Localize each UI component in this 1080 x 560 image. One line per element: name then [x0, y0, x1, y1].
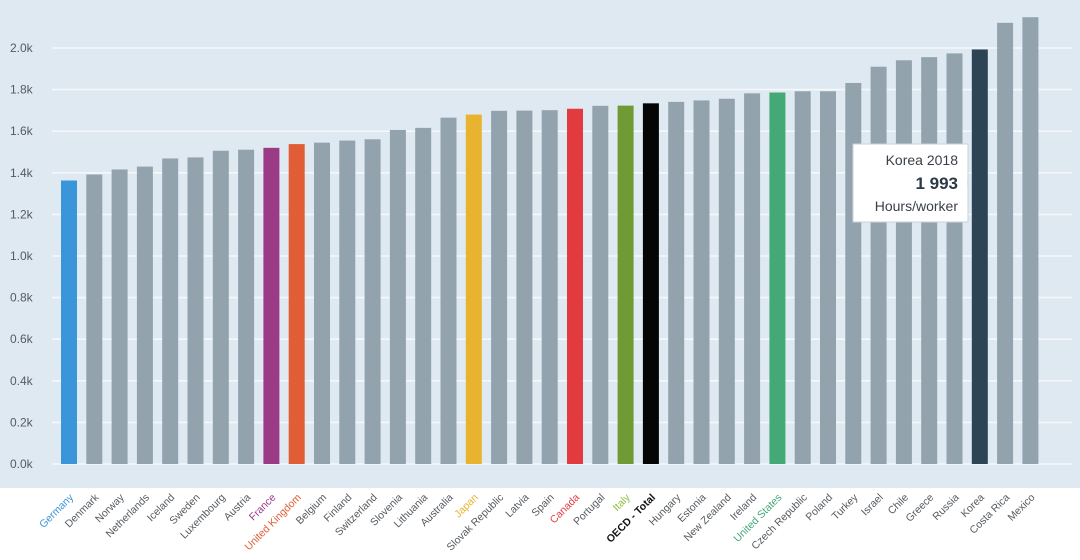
bar[interactable]: [415, 127, 432, 464]
y-tick-label: 1.2k: [10, 207, 34, 221]
bar[interactable]: [61, 180, 77, 464]
bar[interactable]: [314, 142, 330, 464]
x-tick-label: Israel: [859, 492, 886, 519]
x-tick-label: Poland: [804, 492, 836, 524]
x-axis-category-labels: GermanyDenmarkNorwayNetherlandsIcelandSw…: [37, 491, 1038, 553]
bar[interactable]: [567, 108, 583, 465]
tooltip-title: Korea 2018: [886, 152, 959, 168]
x-tick-label: Greece: [903, 492, 936, 525]
bar[interactable]: [238, 149, 255, 464]
y-tick-label: 0.2k: [10, 415, 34, 429]
y-tick-label: 0.0k: [10, 457, 34, 471]
bar[interactable]: [162, 158, 179, 464]
y-axis-tick-labels: 0.0k 0.2k 0.4k 0.6k 0.8k 1.0k 1.2k 1.4k 1.6k 1.8k…: [10, 41, 34, 471]
y-tick-label: 1.0k: [10, 249, 34, 263]
bar[interactable]: [870, 66, 887, 464]
bar[interactable]: [1022, 17, 1039, 464]
bar[interactable]: [111, 169, 128, 465]
x-tick-label: Mexico: [1006, 492, 1038, 524]
bar[interactable]: [895, 60, 912, 464]
bar[interactable]: [440, 117, 457, 465]
bar[interactable]: [668, 101, 685, 464]
bar[interactable]: [288, 144, 305, 464]
bar[interactable]: [592, 105, 609, 464]
bar[interactable]: [642, 103, 659, 464]
x-tick-label: Russia: [930, 492, 961, 523]
bar[interactable]: [769, 92, 786, 465]
y-tick-label: 0.4k: [10, 374, 34, 388]
bar[interactable]: [744, 93, 761, 465]
bar[interactable]: [997, 22, 1014, 464]
y-tick-label: 0.6k: [10, 332, 34, 346]
bar[interactable]: [541, 110, 558, 464]
bar[interactable]: [389, 129, 406, 464]
bar[interactable]: [364, 139, 381, 464]
bar[interactable]: [845, 82, 862, 464]
y-tick-label: 1.8k: [10, 83, 34, 97]
bar[interactable]: [136, 166, 153, 464]
bar[interactable]: [921, 57, 938, 464]
tooltip-value: 1 993: [915, 174, 958, 193]
x-tick-label: Latvia: [503, 492, 531, 520]
bar[interactable]: [693, 100, 710, 464]
y-tick-label: 1.6k: [10, 124, 34, 138]
tooltip: Korea 2018 1 993 Hours/worker: [852, 143, 969, 223]
x-tick-label: Austria: [222, 492, 254, 524]
bar[interactable]: [718, 98, 735, 464]
bar[interactable]: [971, 49, 988, 465]
tooltip-box: [852, 143, 969, 223]
bar[interactable]: [491, 110, 508, 464]
y-tick-label: 1.4k: [10, 166, 34, 180]
bar[interactable]: [339, 140, 356, 464]
bar[interactable]: [516, 110, 533, 464]
bar[interactable]: [465, 114, 482, 464]
y-tick-label: 0.8k: [10, 291, 34, 305]
x-tick-label: Turkey: [830, 491, 861, 522]
bar[interactable]: [617, 105, 634, 464]
bar[interactable]: [212, 150, 229, 464]
bar[interactable]: [794, 91, 811, 464]
bar[interactable]: [86, 174, 103, 465]
bar[interactable]: [820, 91, 836, 464]
bar[interactable]: [263, 147, 280, 464]
bar[interactable]: [946, 53, 963, 465]
plot-background: [0, 0, 1080, 488]
tooltip-unit: Hours/worker: [875, 198, 959, 214]
y-tick-label: 2.0k: [10, 41, 34, 55]
bar[interactable]: [187, 157, 204, 464]
